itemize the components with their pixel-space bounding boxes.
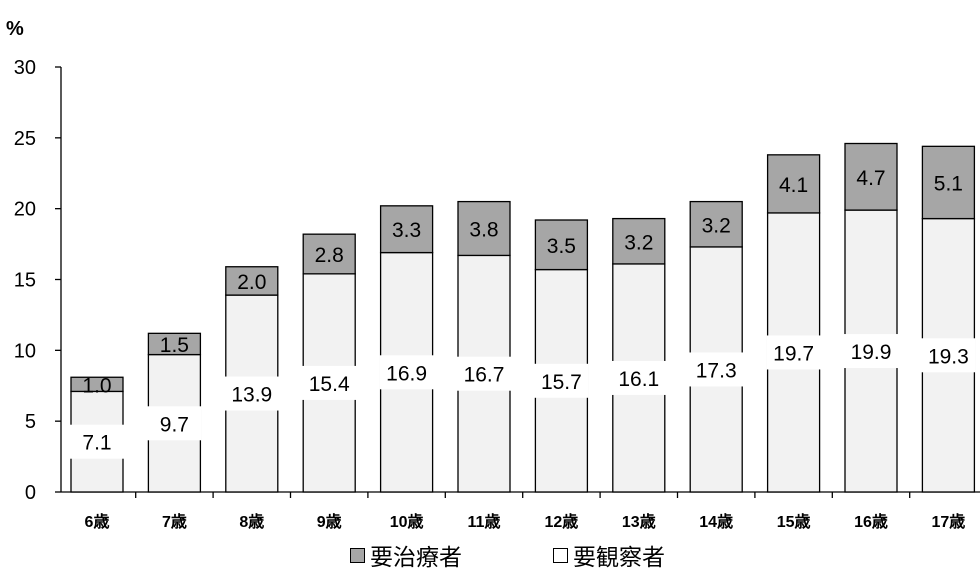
x-tick-label: 8歳: [239, 512, 264, 531]
x-tick-label: 6歳: [85, 512, 110, 531]
legend-label-treatment: 要治療者: [370, 544, 462, 570]
y-tick-label: 0: [25, 482, 36, 504]
data-label-bg: [70, 424, 124, 459]
bar-treatment: [844, 142, 898, 211]
data-label-observation: 15.7: [541, 371, 582, 394]
bar-treatment: [225, 266, 279, 296]
legend-item-treatment: 要治療者: [350, 538, 462, 572]
data-label-treatment: 4.1: [779, 174, 808, 197]
x-tick-label: 12歳: [544, 512, 578, 531]
data-label-bg: [457, 356, 511, 391]
bar-treatment: [457, 200, 511, 257]
legend: 要治療者 要観察者: [0, 538, 980, 570]
data-label-treatment: 3.2: [702, 214, 731, 237]
x-tick-label: 10歳: [390, 512, 424, 531]
data-label-treatment: 5.1: [934, 172, 963, 195]
bar-treatment: [766, 154, 821, 214]
y-tick-label: 30: [14, 57, 36, 79]
data-label-treatment: 4.7: [856, 167, 885, 190]
bar-treatment: [379, 205, 434, 254]
bar-treatment: [302, 233, 356, 275]
bar-treatment: [70, 376, 124, 393]
data-label-treatment: 3.3: [392, 219, 421, 242]
x-tick-label: 13歳: [622, 512, 656, 531]
x-tick-label: 16歳: [854, 512, 888, 531]
bar-treatment: [147, 332, 202, 356]
bar-treatment: [689, 200, 743, 248]
data-label-bg: [379, 355, 434, 390]
data-label-observation: 19.7: [773, 342, 814, 365]
y-tick-label: 15: [14, 270, 36, 292]
data-label-treatment: 2.8: [315, 244, 344, 267]
bar-treatment: [612, 217, 666, 265]
legend-swatch-observation: [553, 547, 568, 563]
y-tick-label: 10: [14, 340, 36, 362]
x-tick-label: 9歳: [317, 512, 342, 531]
data-label-observation: 9.7: [160, 413, 189, 436]
x-tick-label: 11歳: [468, 512, 501, 531]
legend-label-observation: 要観察者: [573, 544, 665, 570]
bar-treatment: [921, 145, 976, 220]
data-label-observation: 19.3: [928, 345, 969, 368]
data-label-bg: [302, 365, 357, 400]
stacked-bar-chart: 0 5 10 15 20 25 30 6歳 7.1 1.0 7歳 9.7 1.5 8歳 13.9 2.0 9歳 1…: [14, 57, 980, 531]
data-label-observation: 16.7: [464, 364, 505, 387]
y-unit-label: %: [6, 18, 24, 40]
data-label-observation: 15.4: [309, 373, 350, 396]
y-tick-label: 20: [14, 199, 36, 221]
data-label-treatment: 3.5: [547, 235, 576, 258]
data-label-treatment: 1.5: [160, 334, 189, 357]
legend-swatch-treatment: [350, 547, 365, 563]
x-tick-label: 15歳: [777, 512, 811, 531]
data-label-bg: [147, 406, 202, 441]
data-label-treatment: 2.0: [237, 271, 266, 294]
data-label-bg: [689, 352, 744, 387]
x-tick-label: 14歳: [699, 512, 733, 531]
legend-item-observation: 要観察者: [553, 538, 665, 572]
data-label-treatment: 3.2: [624, 231, 653, 254]
data-label-observation: 16.1: [618, 368, 659, 391]
data-label-bg: [534, 363, 589, 398]
data-label-treatment: 3.8: [469, 219, 498, 242]
data-label-bg: [921, 338, 976, 373]
data-label-treatment: 1.0: [82, 374, 111, 397]
data-label-bg: [844, 334, 898, 369]
data-label-observation: 19.9: [851, 341, 892, 364]
x-tick-label: 7歳: [162, 512, 187, 531]
data-label-observation: 17.3: [696, 359, 737, 382]
data-label-observation: 16.9: [386, 362, 427, 385]
bar-treatment: [534, 219, 589, 271]
y-tick-label: 5: [25, 411, 36, 433]
data-label-bg: [611, 360, 666, 395]
data-label-bg: [766, 335, 821, 370]
x-tick-label: 17歳: [931, 512, 965, 531]
data-label-observation: 7.1: [82, 432, 111, 455]
data-label-bg: [224, 376, 279, 411]
y-tick-label: 25: [14, 128, 36, 150]
data-label-observation: 13.9: [231, 384, 272, 407]
